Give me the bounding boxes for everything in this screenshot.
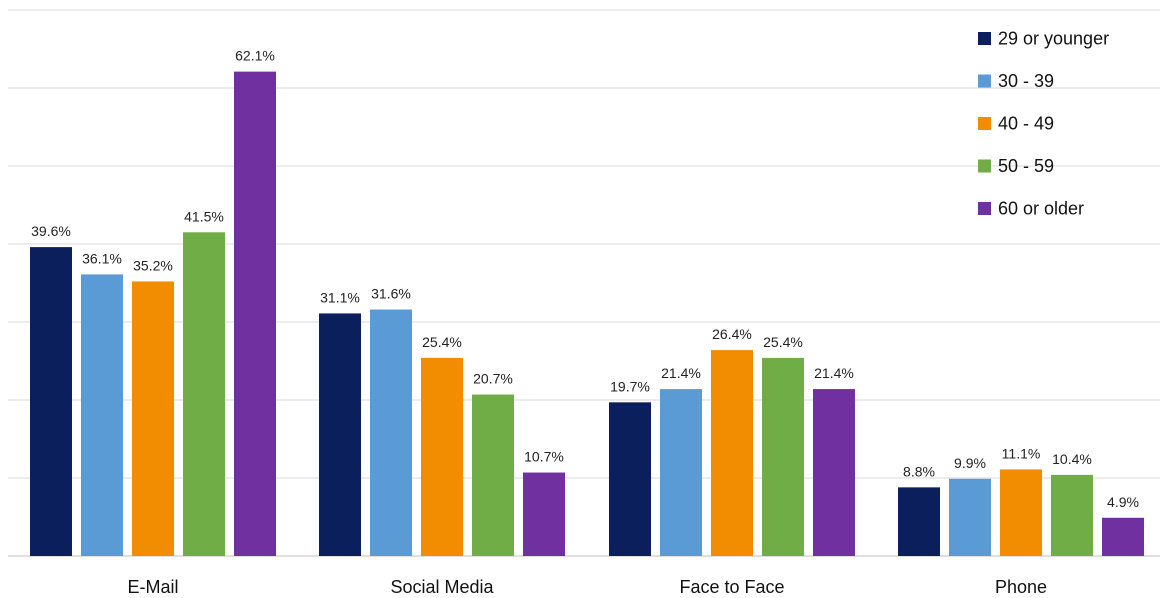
legend-swatch bbox=[978, 159, 991, 173]
data-label: 62.1% bbox=[235, 48, 275, 64]
bar bbox=[813, 389, 855, 556]
bar bbox=[949, 478, 991, 556]
bar bbox=[234, 71, 276, 557]
data-label: 8.8% bbox=[903, 463, 935, 479]
data-label: 35.2% bbox=[133, 257, 173, 273]
category-label: Face to Face bbox=[679, 577, 784, 597]
bar bbox=[370, 309, 412, 556]
bar bbox=[132, 281, 174, 556]
gridlines bbox=[8, 9, 1160, 557]
data-label: 11.1% bbox=[1002, 445, 1041, 461]
bar bbox=[1102, 517, 1144, 556]
data-label: 31.6% bbox=[371, 286, 411, 302]
data-label: 4.9% bbox=[1107, 494, 1139, 510]
data-label: 41.5% bbox=[184, 208, 224, 224]
bar bbox=[472, 394, 514, 556]
legend-label: 30 - 39 bbox=[998, 71, 1054, 91]
legend-swatch bbox=[978, 117, 991, 130]
data-label: 36.1% bbox=[82, 250, 122, 266]
data-label: 39.6% bbox=[31, 223, 71, 239]
bar bbox=[898, 487, 940, 556]
bars bbox=[30, 71, 1144, 557]
data-label: 21.4% bbox=[814, 365, 854, 381]
data-label: 20.7% bbox=[473, 371, 513, 387]
bar bbox=[1000, 469, 1042, 556]
bar bbox=[421, 357, 463, 556]
category-label: Phone bbox=[995, 577, 1047, 597]
bar bbox=[609, 402, 651, 556]
bar bbox=[762, 357, 804, 556]
data-labels: 39.6% 36.1% 35.2% 41.5% 62.1% 31.1% 31.6% 25.4%… bbox=[31, 48, 1139, 510]
data-label: 10.7% bbox=[524, 449, 564, 465]
legend-label: 29 or younger bbox=[998, 29, 1109, 49]
data-label: 31.1% bbox=[320, 289, 360, 305]
legend-label: 50 - 59 bbox=[998, 156, 1054, 176]
data-label: 9.9% bbox=[954, 455, 986, 471]
bar bbox=[523, 472, 565, 556]
legend-label: 60 or older bbox=[998, 199, 1084, 219]
data-label: 19.7% bbox=[610, 378, 650, 394]
bar bbox=[183, 232, 225, 557]
data-label: 21.4% bbox=[661, 365, 701, 381]
bar bbox=[660, 389, 702, 556]
legend-swatch bbox=[978, 74, 991, 88]
legend: 29 or younger 30 - 39 40 - 49 50 - 59 60 or … bbox=[978, 29, 1109, 219]
category-label: Social Media bbox=[390, 577, 494, 597]
bar bbox=[1051, 474, 1093, 556]
category-label: E-Mail bbox=[127, 577, 178, 597]
legend-swatch bbox=[978, 32, 991, 45]
legend-label: 40 - 49 bbox=[998, 114, 1054, 134]
legend-swatch bbox=[978, 202, 991, 215]
bar bbox=[81, 274, 123, 556]
category-labels: E-Mail Social Media Face to Face Phone bbox=[127, 577, 1047, 597]
bar bbox=[319, 313, 361, 556]
data-label: 25.4% bbox=[422, 334, 462, 350]
bar bbox=[711, 350, 753, 556]
bar bbox=[30, 247, 72, 556]
data-label: 25.4% bbox=[763, 334, 803, 350]
data-label: 10.4% bbox=[1052, 451, 1092, 467]
data-label: 26.4% bbox=[712, 326, 752, 342]
